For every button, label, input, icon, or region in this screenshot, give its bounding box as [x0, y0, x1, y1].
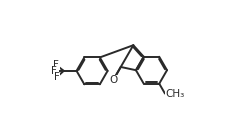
Text: CH₃: CH₃ [165, 89, 184, 99]
Text: F: F [53, 60, 59, 70]
Text: F: F [53, 72, 59, 82]
Text: O: O [108, 75, 117, 85]
Text: F: F [51, 66, 57, 76]
